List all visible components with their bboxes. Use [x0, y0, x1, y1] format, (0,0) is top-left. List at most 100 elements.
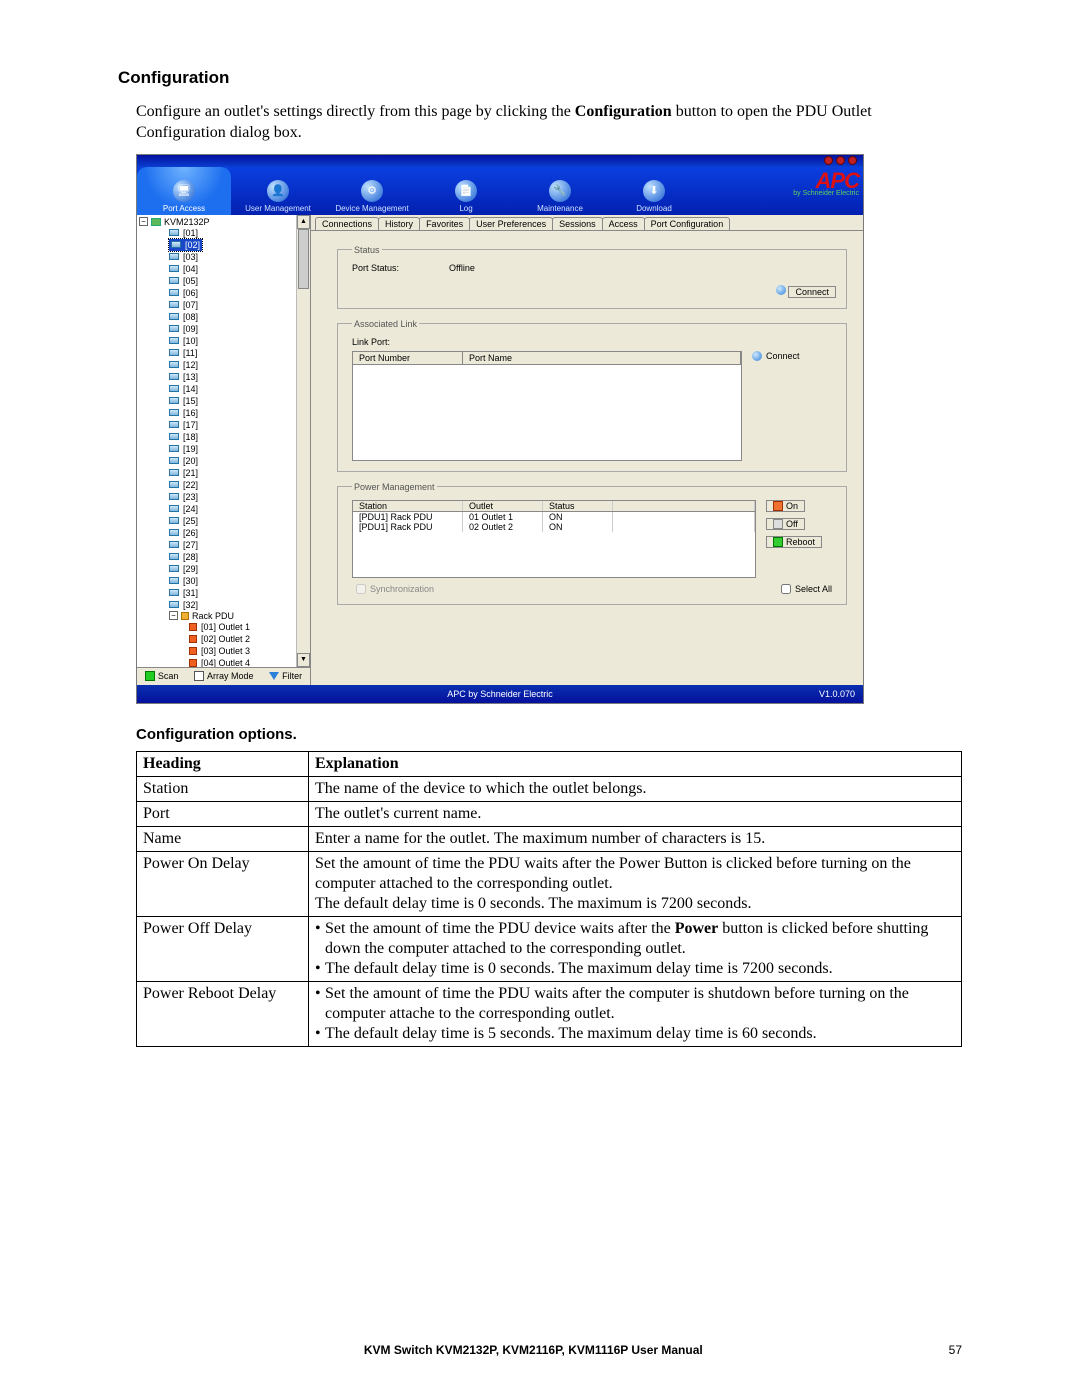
- outlet-item[interactable]: [01] Outlet 1: [189, 621, 308, 633]
- nav-user-management[interactable]: 👤User Management: [231, 167, 325, 215]
- power-on-button[interactable]: On: [766, 500, 805, 512]
- port-item[interactable]: [17]: [169, 419, 308, 431]
- tab-port-configuration[interactable]: Port Configuration: [644, 217, 731, 230]
- scroll-down-icon[interactable]: ▼: [297, 653, 310, 667]
- port-item[interactable]: [15]: [169, 395, 308, 407]
- port-item[interactable]: [07]: [169, 299, 308, 311]
- select-all-checkbox[interactable]: Select All: [781, 584, 832, 594]
- cell-explanation: Enter a name for the outlet. The maximum…: [309, 826, 962, 851]
- outlet-item[interactable]: [04] Outlet 4: [189, 657, 308, 667]
- nav-device-management[interactable]: ⚙Device Management: [325, 167, 419, 215]
- port-item[interactable]: [26]: [169, 527, 308, 539]
- port-item[interactable]: [22]: [169, 479, 308, 491]
- array-mode-button[interactable]: Array Mode: [194, 671, 254, 681]
- filter-icon: [269, 672, 279, 680]
- sub-tabs: ConnectionsHistoryFavoritesUser Preferen…: [311, 215, 863, 230]
- port-icon: [169, 349, 179, 356]
- port-item[interactable]: [30]: [169, 575, 308, 587]
- filter-button[interactable]: Filter: [269, 671, 302, 681]
- table-row: Power Reboot Delay Set the amount of tim…: [137, 981, 962, 1046]
- tree-root[interactable]: − KVM2132P: [139, 217, 308, 227]
- tree-scrollbar[interactable]: ▲ ▼: [296, 215, 310, 667]
- tab-history[interactable]: History: [378, 217, 420, 230]
- port-item[interactable]: [01]: [169, 227, 308, 239]
- sync-checkbox[interactable]: Synchronization: [356, 584, 434, 594]
- outlet-item[interactable]: [03] Outlet 3: [189, 645, 308, 657]
- window-control-icon[interactable]: [848, 156, 857, 165]
- outlet-item[interactable]: [02] Outlet 2: [189, 633, 308, 645]
- port-item[interactable]: [14]: [169, 383, 308, 395]
- port-item[interactable]: [28]: [169, 551, 308, 563]
- port-item[interactable]: [12]: [169, 359, 308, 371]
- nav-label: User Management: [245, 204, 311, 213]
- connect-button[interactable]: Connect: [788, 286, 836, 298]
- link-col-name: Port Name: [463, 352, 741, 364]
- port-status-label: Port Status:: [352, 263, 399, 273]
- nav-log[interactable]: 📄Log: [419, 167, 513, 215]
- power-off-button[interactable]: Off: [766, 518, 805, 530]
- cell-explanation: The name of the device to which the outl…: [309, 776, 962, 801]
- intro-paragraph: Configure an outlet's settings directly …: [136, 102, 962, 144]
- cell-heading: Station: [137, 776, 309, 801]
- nav-download[interactable]: ⬇Download: [607, 167, 701, 215]
- scroll-up-icon[interactable]: ▲: [297, 215, 310, 229]
- port-item[interactable]: [23]: [169, 491, 308, 503]
- port-item[interactable]: [20]: [169, 455, 308, 467]
- port-item[interactable]: [03]: [169, 251, 308, 263]
- port-item[interactable]: [06]: [169, 287, 308, 299]
- port-item[interactable]: [10]: [169, 335, 308, 347]
- link-col-number: Port Number: [353, 352, 463, 364]
- pdu-node[interactable]: − Rack PDU: [169, 611, 308, 621]
- on-icon: [773, 501, 783, 511]
- reboot-button[interactable]: Reboot: [766, 536, 822, 548]
- outlet-label: [02] Outlet 2: [201, 634, 250, 644]
- tab-sessions[interactable]: Sessions: [552, 217, 603, 230]
- port-item[interactable]: [11]: [169, 347, 308, 359]
- port-item[interactable]: [24]: [169, 503, 308, 515]
- window-control-icon[interactable]: [836, 156, 845, 165]
- port-item[interactable]: [31]: [169, 587, 308, 599]
- status-legend: Status: [352, 245, 382, 255]
- port-item[interactable]: [25]: [169, 515, 308, 527]
- pm-legend: Power Management: [352, 482, 437, 492]
- tab-connections[interactable]: Connections: [315, 217, 379, 230]
- port-item[interactable]: [21]: [169, 467, 308, 479]
- port-item[interactable]: [05]: [169, 275, 308, 287]
- port-icon: [169, 301, 179, 308]
- port-item[interactable]: [18]: [169, 431, 308, 443]
- port-item[interactable]: [04]: [169, 263, 308, 275]
- outlet-icon: [189, 647, 197, 655]
- port-item[interactable]: [16]: [169, 407, 308, 419]
- port-item[interactable]: [02]: [169, 239, 202, 251]
- port-item[interactable]: [13]: [169, 371, 308, 383]
- link-table[interactable]: Port Number Port Name: [352, 351, 742, 461]
- port-item[interactable]: [19]: [169, 443, 308, 455]
- tab-user-preferences[interactable]: User Preferences: [469, 217, 553, 230]
- connect-link-button[interactable]: Connect: [766, 351, 800, 361]
- nav-maintenance[interactable]: 🔧Maintenance: [513, 167, 607, 215]
- scan-button[interactable]: Scan: [145, 671, 179, 681]
- pm-row[interactable]: [PDU1] Rack PDU02 Outlet 2ON: [353, 522, 755, 532]
- pdu-icon: [181, 612, 189, 620]
- collapse-icon[interactable]: −: [139, 217, 148, 226]
- collapse-icon[interactable]: −: [169, 611, 178, 620]
- port-item[interactable]: [09]: [169, 323, 308, 335]
- port-item[interactable]: [08]: [169, 311, 308, 323]
- link-port-label: Link Port:: [352, 337, 390, 347]
- tab-favorites[interactable]: Favorites: [419, 217, 470, 230]
- sync-input[interactable]: [356, 584, 366, 594]
- table-row: PortThe outlet's current name.: [137, 801, 962, 826]
- scroll-thumb[interactable]: [298, 229, 309, 289]
- nav-port-access[interactable]: 🖥Port Access: [137, 167, 231, 215]
- port-label: [20]: [183, 456, 198, 466]
- port-item[interactable]: [29]: [169, 563, 308, 575]
- port-item[interactable]: [27]: [169, 539, 308, 551]
- pm-cell-station: [PDU1] Rack PDU: [353, 522, 463, 532]
- port-item[interactable]: [32]: [169, 599, 308, 611]
- outlet-icon: [189, 623, 197, 631]
- select-all-input[interactable]: [781, 584, 791, 594]
- tab-access[interactable]: Access: [602, 217, 645, 230]
- pm-row[interactable]: [PDU1] Rack PDU01 Outlet 1ON: [353, 512, 755, 522]
- window-control-icon[interactable]: [824, 156, 833, 165]
- pm-table[interactable]: Station Outlet Status [PDU1] Rack PDU01 …: [352, 500, 756, 578]
